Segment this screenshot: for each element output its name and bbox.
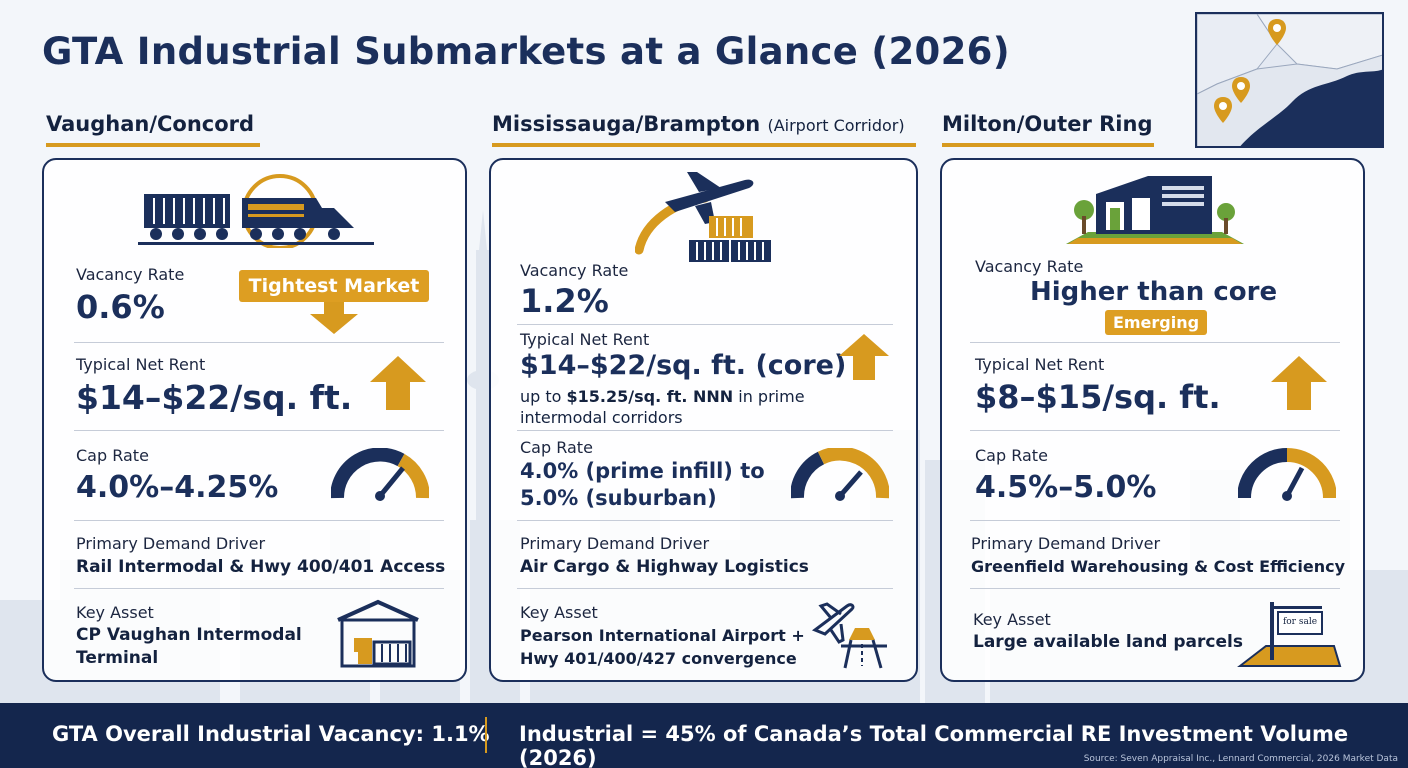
section-head-mississauga: Mississauga/Brampton (Airport Corridor) [492,112,916,147]
rent-value: $14–$22/sq. ft. (core) [520,350,847,381]
cap-label: Cap Rate [76,446,149,465]
vacancy-label: Vacancy Rate [520,261,629,280]
emerging-badge: Emerging [1105,310,1207,335]
asset-label: Key Asset [76,603,154,622]
divider [970,588,1340,589]
driver-value: Air Cargo & Highway Logistics [520,557,809,577]
plane-and-highway-icon [811,602,887,669]
divider [970,430,1340,431]
cap-label: Cap Rate [975,446,1048,465]
tightest-market-badge: Tightest Market [239,270,429,302]
terminal-building-icon [337,599,419,668]
cap-value: 4.0%–4.25% [76,470,279,505]
vacancy-label: Vacancy Rate [76,265,185,284]
vacancy-value: 0.6% [76,288,165,326]
gta-map [1195,12,1384,148]
driver-label: Primary Demand Driver [971,534,1161,553]
asset-value: Pearson International Airport + Hwy 401/… [520,626,805,668]
vacancy-label: Vacancy Rate [975,257,1084,276]
section-head-vaughan: Vaughan/Concord [46,112,260,147]
driver-label: Primary Demand Driver [76,534,266,553]
airplane-cargo-icon [635,172,771,262]
asset-value: CP Vaughan Intermodal Terminal [76,625,302,668]
for-sale-sign-icon: for sale [1236,600,1342,670]
divider [970,520,1340,521]
divider [517,588,893,589]
footer-vacancy: GTA Overall Industrial Vacancy: 1.1% [52,722,490,746]
footer-investment: Industrial = 45% of Canada’s Total Comme… [519,722,1349,768]
vacancy-value: 1.2% [520,282,609,320]
rent-label: Typical Net Rent [76,355,206,374]
vacancy-value: Higher than core [1030,277,1278,307]
cap-value: 4.0% (prime infill) to 5.0% (suburban) [520,459,765,510]
divider [517,430,893,431]
market-card-mississauga: Vacancy Rate 1.2% Typical Net Rent $14–$… [489,158,918,682]
asset-label: Key Asset [973,610,1051,629]
market-card-milton: Vacancy Rate Higher than core Emerging T… [940,158,1365,682]
divider [74,430,444,431]
divider [74,588,444,589]
down-arrow-icon [310,302,358,334]
asset-label: Key Asset [520,603,598,622]
up-arrow-icon [839,334,889,380]
footer-bar: GTA Overall Industrial Vacancy: 1.1% Ind… [0,703,1408,768]
gauge-icon [331,448,429,501]
asset-value: Large available land parcels [973,632,1243,652]
driver-value: Rail Intermodal & Hwy 400/401 Access [76,557,446,577]
divider [517,520,893,521]
up-arrow-icon [370,356,426,410]
cap-value: 4.5%–5.0% [975,470,1157,505]
section-head-milton: Milton/Outer Ring [942,112,1154,147]
divider [74,342,444,343]
map-pin-icon [1268,19,1286,45]
market-card-vaughan: Vacancy Rate 0.6% Tightest Market Typica… [42,158,467,682]
rent-label: Typical Net Rent [520,330,650,349]
driver-value: Greenfield Warehousing & Cost Efficiency [971,557,1346,576]
footer-divider [485,717,487,753]
cap-label: Cap Rate [520,438,593,457]
rent-note: up to $15.25/sq. ft. NNN in prime interm… [520,387,805,427]
page-title: GTA Industrial Submarkets at a Glance (2… [42,30,1010,73]
map-pin-icon [1232,77,1250,103]
warehouse-icon [1066,176,1244,244]
driver-label: Primary Demand Driver [520,534,710,553]
rent-value: $14–$22/sq. ft. [76,378,353,417]
gauge-icon [791,448,889,501]
divider [517,324,893,325]
rent-value: $8–$15/sq. ft. [975,378,1221,416]
freight-train-icon [138,174,374,248]
divider [74,520,444,521]
up-arrow-icon [1271,356,1327,410]
rent-label: Typical Net Rent [975,355,1105,374]
map-pin-icon [1214,97,1232,123]
footer-source: Source: Seven Appraisal Inc., Lennard Co… [1083,754,1398,764]
gauge-icon [1238,448,1336,501]
divider [970,342,1340,343]
